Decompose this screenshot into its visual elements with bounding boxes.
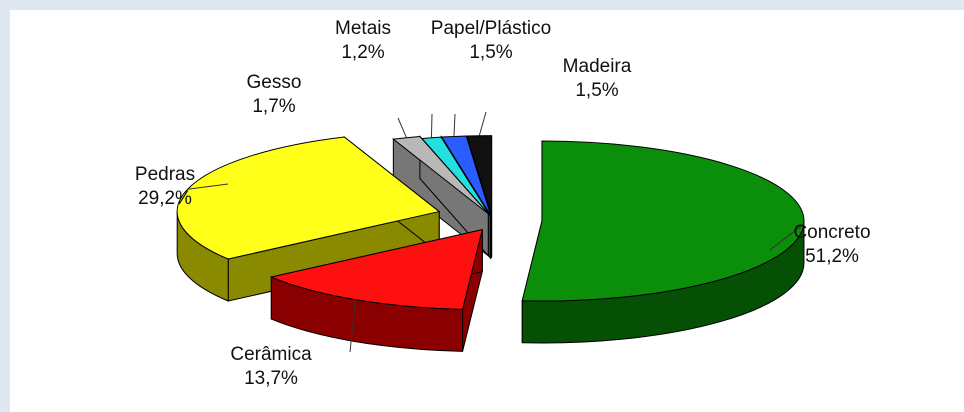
slice-label: Metais (335, 18, 391, 39)
slice-label: Pedras (135, 164, 195, 185)
slice-label: Gesso (247, 72, 302, 93)
slice-labels: Concreto 51,2% Cerâmica 13,7% Pedras 29,2% Ges… (135, 18, 871, 389)
pie-slices (176, 135, 805, 352)
leader-line (187, 183, 229, 190)
slice-cer-mica (269, 228, 483, 352)
slice-label: Cerâmica (230, 344, 312, 365)
leader-line (478, 111, 487, 136)
slice-value: 13,7% (244, 368, 298, 389)
slice-value: 1,2% (341, 42, 384, 63)
leader-line (769, 223, 805, 251)
slice-gesso (392, 135, 489, 258)
slice-value: 51,2% (805, 246, 859, 267)
leader-line (453, 113, 456, 137)
leader-line (430, 113, 433, 138)
slice-label: Madeira (563, 56, 632, 77)
leader-line (397, 117, 407, 138)
slice-value: 29,2% (138, 188, 192, 209)
slice-value: 1,7% (252, 96, 295, 117)
slice-value: 1,5% (469, 42, 512, 63)
slice-label: Papel/Plástico (431, 18, 551, 39)
slice-concreto (521, 140, 805, 344)
leader-line (349, 299, 356, 353)
slice-label: Concreto (793, 222, 870, 243)
slice-value: 1,5% (575, 80, 618, 101)
